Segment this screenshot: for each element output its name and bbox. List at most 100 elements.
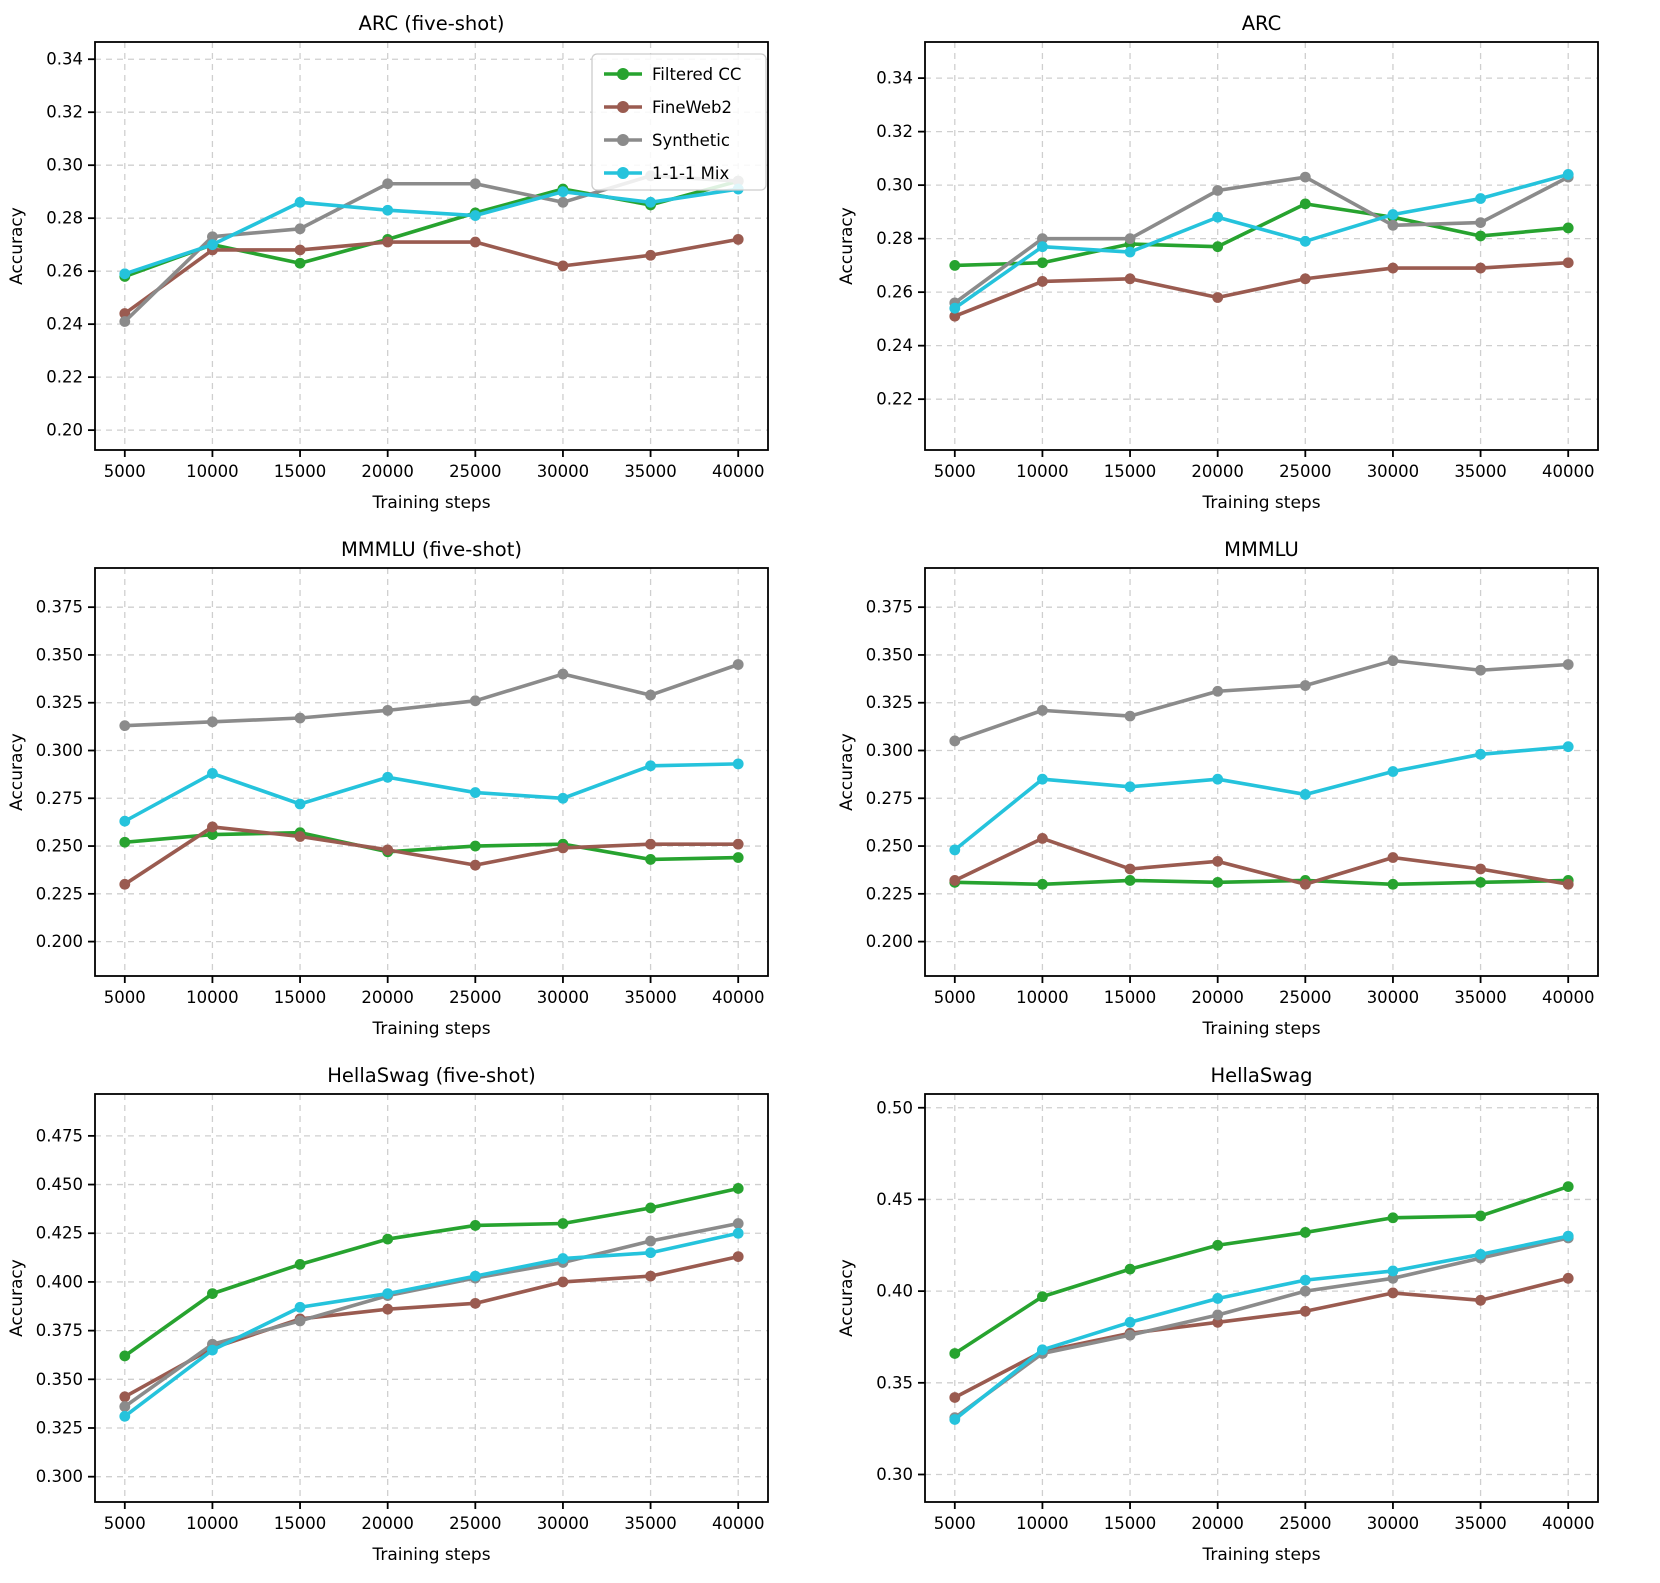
- plot-border: [94, 41, 769, 451]
- data-point: [1212, 876, 1224, 888]
- data-point: [1387, 209, 1399, 220]
- y-tick-label: 0.200: [36, 932, 83, 951]
- y-tick-label: 0.350: [36, 645, 83, 664]
- y-tick-label: 0.325: [36, 693, 83, 712]
- y-tick-label: 0.22: [46, 368, 83, 387]
- data-point: [469, 787, 481, 798]
- data-point: [382, 704, 394, 716]
- data-point: [1475, 1249, 1486, 1260]
- y-tick-label: 0.32: [876, 122, 913, 141]
- data-point: [949, 1348, 961, 1359]
- data-point: [1475, 217, 1486, 228]
- data-point: [1212, 1239, 1224, 1251]
- data-point: [732, 838, 744, 850]
- data-point: [1212, 685, 1224, 697]
- data-point: [382, 178, 394, 190]
- data-point: [1562, 1230, 1574, 1242]
- data-point: [119, 720, 131, 732]
- plot-border: [924, 1093, 1599, 1503]
- data-point: [1212, 1309, 1224, 1321]
- data-point: [382, 771, 394, 783]
- data-point: [1037, 773, 1048, 785]
- data-point: [469, 1220, 481, 1231]
- x-tick-label: 25000: [449, 988, 502, 1007]
- series-synthetic: [949, 655, 1574, 747]
- data-point: [382, 1288, 394, 1300]
- data-point: [557, 792, 569, 804]
- data-point: [732, 1227, 744, 1239]
- data-point: [294, 223, 306, 235]
- y-tick-label: 0.30: [876, 1465, 913, 1484]
- data-point: [1124, 1263, 1136, 1275]
- series-fineweb2: [949, 257, 1574, 322]
- data-point: [1124, 710, 1136, 722]
- data-point: [207, 231, 218, 243]
- series-1-1-1-mix: [119, 183, 744, 280]
- y-tick-label: 0.250: [36, 837, 83, 856]
- data-point: [1387, 1212, 1399, 1224]
- x-tick-label: 20000: [361, 1514, 414, 1533]
- data-point: [645, 1247, 656, 1259]
- data-point: [382, 844, 394, 856]
- chart-title: MMMLU (five-shot): [341, 538, 522, 561]
- x-tick-label: 10000: [1016, 988, 1069, 1007]
- x-tick-label: 40000: [1542, 462, 1595, 481]
- y-tick-label: 0.26: [876, 283, 913, 302]
- y-tick-label: 0.50: [876, 1098, 913, 1117]
- data-point: [1212, 773, 1224, 785]
- legend-label: Filtered CC: [652, 65, 741, 84]
- data-point: [119, 1410, 131, 1422]
- data-point: [1212, 855, 1224, 867]
- data-point: [1475, 748, 1486, 760]
- series-synthetic: [119, 659, 744, 732]
- panel-mmmlu-five-shot: 5000 10000 15000 20000 25000 30000 35000 40000 0…: [0, 526, 830, 1052]
- plot-border: [924, 567, 1599, 977]
- data-point: [1562, 659, 1574, 670]
- data-point: [732, 233, 744, 245]
- data-point: [1475, 1294, 1486, 1306]
- data-point: [1299, 1285, 1311, 1297]
- data-point: [1387, 852, 1399, 863]
- y-tick-label: 0.350: [36, 1370, 83, 1389]
- x-tick-label: 30000: [537, 1514, 590, 1533]
- data-point: [1299, 1227, 1311, 1238]
- data-point: [469, 178, 481, 190]
- data-point: [207, 821, 218, 833]
- data-point: [294, 257, 306, 269]
- y-tick-label: 0.30: [46, 156, 83, 175]
- x-tick-label: 40000: [712, 988, 765, 1007]
- data-point: [294, 196, 306, 208]
- series-1-1-1-mix: [119, 1227, 744, 1422]
- y-tick-label: 0.40: [876, 1282, 913, 1301]
- x-tick-label: 10000: [186, 1514, 239, 1533]
- data-point: [382, 204, 394, 216]
- x-axis-label: Training steps: [1201, 1545, 1320, 1565]
- data-point: [1562, 222, 1574, 234]
- data-point: [1124, 863, 1136, 875]
- axis-ticks: 5000 10000 15000 20000 25000 30000 35000 40000 0…: [36, 1126, 765, 1533]
- data-point: [1124, 875, 1136, 886]
- x-tick-label: 5000: [104, 988, 146, 1007]
- data-point: [294, 1315, 306, 1327]
- y-tick-label: 0.34: [876, 69, 913, 88]
- data-point: [1037, 1344, 1048, 1356]
- y-tick-label: 0.32: [46, 103, 83, 122]
- data-point: [557, 1276, 569, 1288]
- gridlines: [925, 42, 1598, 450]
- data-point: [645, 1235, 656, 1247]
- x-tick-label: 20000: [361, 988, 414, 1007]
- data-point: [294, 244, 306, 256]
- chart-title: ARC (five-shot): [359, 12, 505, 35]
- data-point: [1037, 257, 1048, 269]
- chart-hellaswag-five-shot: 5000 10000 15000 20000 25000 30000 35000 40000 0…: [7, 1064, 769, 1565]
- data-point: [732, 1251, 744, 1263]
- y-tick-label: 0.35: [876, 1373, 913, 1392]
- data-point: [207, 829, 218, 840]
- data-point: [645, 854, 656, 865]
- data-point: [1212, 185, 1224, 196]
- x-tick-label: 15000: [1104, 988, 1157, 1007]
- data-point: [1475, 230, 1486, 242]
- data-point: [1562, 1272, 1574, 1284]
- y-tick-label: 0.375: [866, 598, 913, 617]
- data-point: [645, 760, 656, 772]
